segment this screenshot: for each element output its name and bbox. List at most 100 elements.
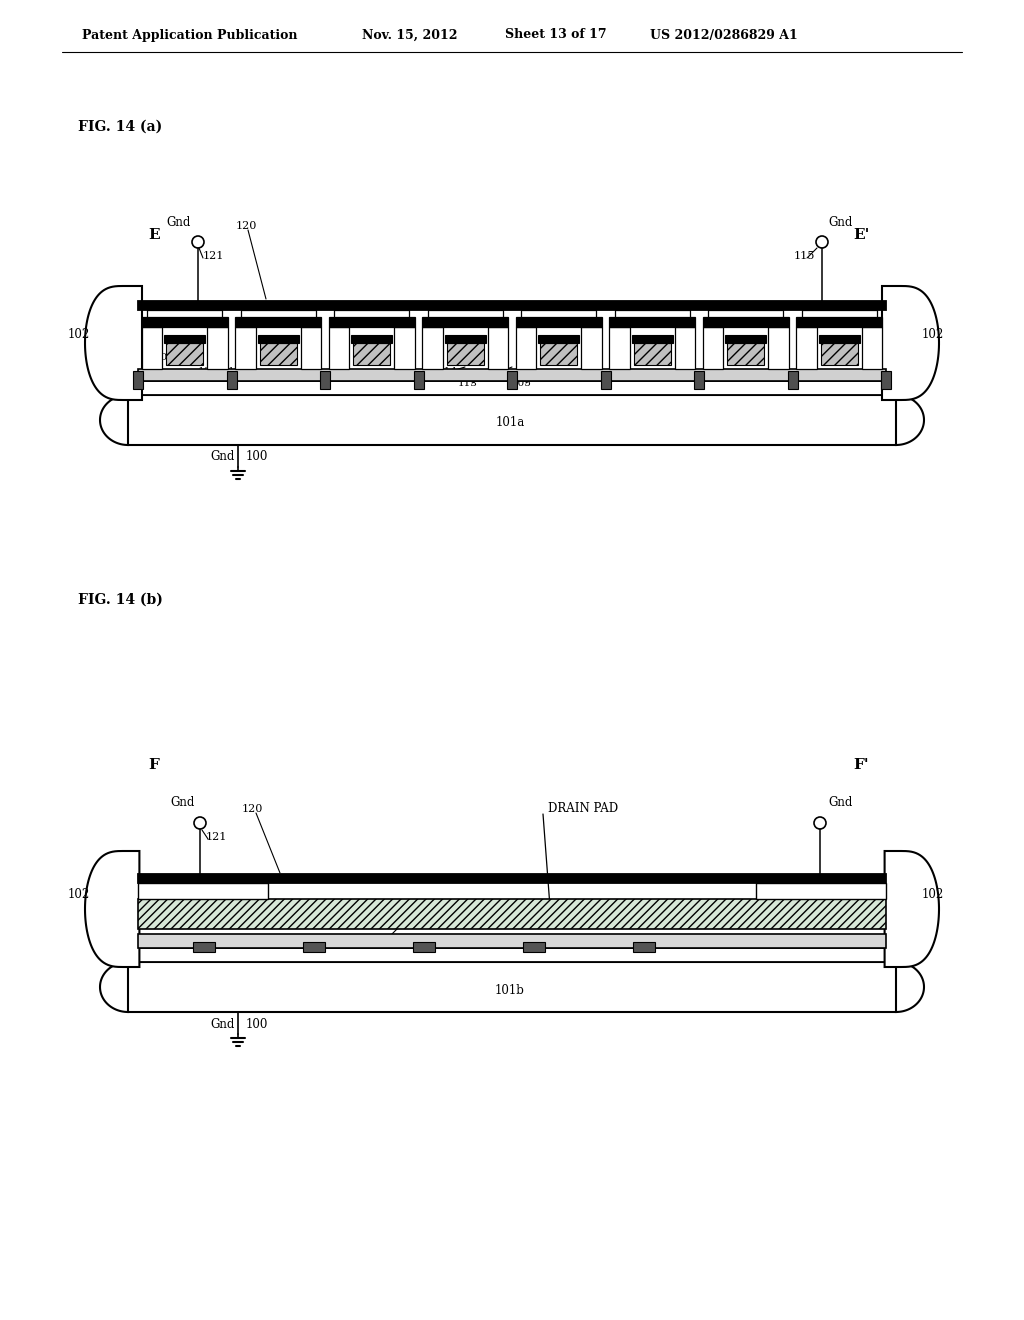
Bar bbox=[727, 343, 765, 366]
Bar bbox=[634, 343, 671, 366]
Bar bbox=[259, 343, 297, 366]
Bar bbox=[335, 310, 410, 317]
Text: 104: 104 bbox=[368, 935, 389, 945]
Bar bbox=[128, 962, 896, 1012]
Bar bbox=[193, 942, 215, 952]
Bar bbox=[303, 942, 325, 952]
Bar bbox=[582, 327, 602, 370]
Text: 102: 102 bbox=[922, 329, 944, 342]
Bar bbox=[413, 942, 435, 952]
Bar bbox=[428, 310, 503, 317]
Bar bbox=[138, 899, 886, 929]
Text: 100: 100 bbox=[246, 1018, 268, 1031]
Bar bbox=[138, 935, 886, 948]
Bar bbox=[540, 343, 578, 366]
Bar bbox=[787, 371, 798, 389]
Bar bbox=[138, 301, 886, 310]
Bar bbox=[166, 343, 204, 366]
Bar bbox=[818, 335, 860, 343]
Bar bbox=[446, 343, 484, 366]
Text: Gnd: Gnd bbox=[210, 450, 234, 463]
Text: F: F bbox=[148, 758, 159, 772]
Bar bbox=[128, 948, 896, 962]
Bar bbox=[633, 942, 655, 952]
Bar bbox=[516, 327, 537, 370]
Bar bbox=[207, 327, 227, 370]
Text: 121: 121 bbox=[203, 251, 224, 261]
Bar bbox=[609, 327, 630, 370]
Bar bbox=[138, 370, 886, 381]
Bar bbox=[709, 310, 783, 317]
Bar bbox=[487, 327, 508, 370]
Bar bbox=[414, 371, 424, 389]
Text: Nov. 15, 2012: Nov. 15, 2012 bbox=[362, 29, 458, 41]
Bar bbox=[422, 317, 508, 327]
Text: F': F' bbox=[853, 758, 868, 772]
Text: 103: 103 bbox=[198, 367, 218, 376]
Bar bbox=[756, 883, 886, 899]
Bar bbox=[861, 327, 883, 370]
Bar bbox=[141, 327, 163, 370]
Text: 101b: 101b bbox=[495, 983, 525, 997]
Bar bbox=[138, 874, 886, 883]
Text: 102: 102 bbox=[68, 888, 90, 902]
Text: US 2012/0286829 A1: US 2012/0286829 A1 bbox=[650, 29, 798, 41]
Bar bbox=[702, 327, 723, 370]
Bar bbox=[516, 317, 602, 327]
Bar bbox=[138, 883, 268, 899]
Bar bbox=[241, 310, 315, 317]
Text: 114: 114 bbox=[488, 367, 508, 376]
Bar bbox=[147, 310, 222, 317]
Bar bbox=[797, 317, 883, 327]
Bar bbox=[600, 371, 610, 389]
Bar bbox=[353, 343, 390, 366]
Bar bbox=[609, 317, 695, 327]
Text: 115: 115 bbox=[794, 251, 815, 261]
Bar bbox=[614, 310, 689, 317]
Bar bbox=[538, 335, 580, 343]
Bar bbox=[725, 335, 766, 343]
Bar bbox=[351, 335, 392, 343]
Bar bbox=[236, 317, 322, 327]
Text: Patent Application Publication: Patent Application Publication bbox=[82, 29, 298, 41]
Bar bbox=[164, 335, 206, 343]
Text: DRAIN PAD: DRAIN PAD bbox=[548, 803, 618, 816]
Bar bbox=[258, 335, 299, 343]
Bar bbox=[128, 395, 896, 445]
Text: 102: 102 bbox=[922, 888, 944, 902]
Text: FIG. 14 (a): FIG. 14 (a) bbox=[78, 120, 162, 135]
Text: Gnd: Gnd bbox=[828, 796, 852, 809]
Text: 121: 121 bbox=[206, 832, 227, 842]
Polygon shape bbox=[85, 851, 139, 968]
Bar bbox=[236, 327, 256, 370]
Bar bbox=[301, 327, 322, 370]
Text: Gnd: Gnd bbox=[170, 796, 195, 809]
Text: E: E bbox=[148, 228, 160, 242]
Bar bbox=[394, 327, 415, 370]
Text: Gnd: Gnd bbox=[166, 215, 190, 228]
Text: Gnd: Gnd bbox=[828, 215, 852, 228]
Bar bbox=[523, 942, 545, 952]
Bar bbox=[319, 371, 330, 389]
Bar bbox=[329, 327, 349, 370]
Text: FIG. 14 (b): FIG. 14 (b) bbox=[78, 593, 163, 607]
Text: E': E' bbox=[853, 228, 869, 242]
Bar bbox=[128, 381, 896, 395]
Bar bbox=[444, 335, 486, 343]
Text: 105: 105 bbox=[155, 354, 175, 363]
Text: 120: 120 bbox=[242, 804, 263, 814]
Text: 120: 120 bbox=[236, 220, 257, 231]
Bar bbox=[797, 327, 817, 370]
Bar bbox=[632, 335, 673, 343]
Bar bbox=[226, 371, 237, 389]
Text: Gnd: Gnd bbox=[210, 1018, 234, 1031]
Bar bbox=[507, 371, 517, 389]
Bar bbox=[702, 317, 788, 327]
Bar bbox=[768, 327, 788, 370]
Text: 100: 100 bbox=[246, 450, 268, 463]
Text: 104: 104 bbox=[228, 367, 248, 376]
Text: Sheet 13 of 17: Sheet 13 of 17 bbox=[505, 29, 606, 41]
Bar bbox=[521, 310, 596, 317]
Bar bbox=[141, 317, 227, 327]
Bar bbox=[802, 310, 877, 317]
